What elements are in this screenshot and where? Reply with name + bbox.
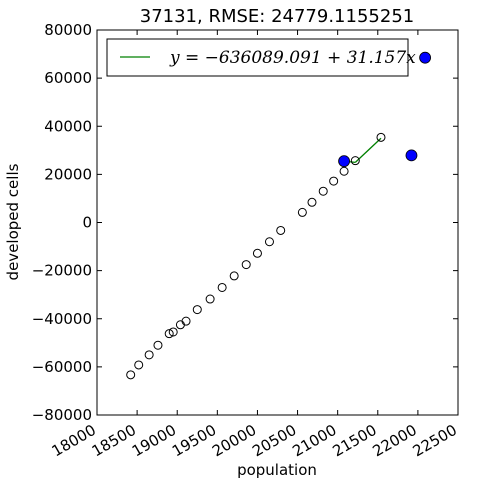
observed-point (419, 51, 432, 64)
predicted-point (350, 156, 360, 166)
predicted-points-series (126, 132, 386, 380)
y-tick-label: 40000 (44, 117, 92, 135)
predicted-point (376, 132, 386, 142)
legend: y = −636089.091 + 31.157x (106, 38, 416, 77)
chart-title: 37131, RMSE: 24779.1155251 (140, 6, 414, 27)
predicted-point (192, 305, 202, 315)
x-tick-label: 18000 (49, 421, 99, 460)
x-tick-label: 21500 (329, 421, 379, 460)
x-tick-label: 18500 (89, 421, 139, 460)
predicted-point (144, 350, 154, 360)
predicted-point (134, 360, 144, 370)
observed-point (338, 155, 350, 168)
y-tick-label: −40000 (32, 310, 92, 328)
predicted-point (339, 166, 349, 176)
predicted-point (164, 329, 174, 339)
x-tick-label: 19500 (169, 421, 219, 460)
x-tick-label: 22500 (410, 421, 460, 460)
predicted-point (329, 176, 339, 186)
predicted-point (318, 186, 328, 196)
predicted-point (264, 237, 274, 247)
predicted-point (205, 294, 215, 304)
predicted-point (297, 207, 307, 217)
predicted-point (307, 197, 317, 207)
predicted-point (241, 260, 251, 270)
predicted-point (153, 340, 163, 350)
x-tick-label: 20500 (249, 421, 299, 460)
y-tick-label: 80000 (44, 21, 92, 39)
fit-line-segment (354, 137, 382, 163)
x-tick-label: 20000 (209, 421, 259, 460)
y-tick-label: −20000 (32, 262, 92, 280)
observed-point (405, 149, 418, 162)
x-axis-label: population (237, 461, 317, 479)
predicted-point (229, 271, 239, 281)
predicted-point (168, 327, 178, 337)
predicted-point (126, 370, 136, 380)
y-tick-labels: −80000 −60000 −40000 −20000 0 20000 40000 60000… (32, 21, 92, 424)
predicted-point (181, 316, 191, 326)
predicted-point (217, 282, 227, 292)
plot-area (96, 29, 459, 416)
y-tick-label: −60000 (32, 358, 92, 376)
axis-ticks (96, 29, 459, 416)
y-tick-label: 0 (82, 214, 92, 232)
x-tick-labels: 1800018500190001950020000205002100021500… (49, 421, 460, 460)
legend-box (106, 38, 409, 77)
x-tick-label: 19000 (129, 421, 179, 460)
predicted-point (252, 248, 262, 258)
y-tick-label: 20000 (44, 165, 92, 183)
observed-points-series (338, 51, 432, 168)
legend-label: y = −636089.091 + 31.157x (169, 48, 416, 68)
x-tick-label: 21000 (289, 421, 339, 460)
predicted-point (276, 225, 286, 235)
y-tick-label: −80000 (32, 406, 92, 424)
y-tick-label: 60000 (44, 69, 92, 87)
x-tick-label: 22000 (370, 421, 420, 460)
y-axis-label: developed cells (4, 163, 22, 280)
